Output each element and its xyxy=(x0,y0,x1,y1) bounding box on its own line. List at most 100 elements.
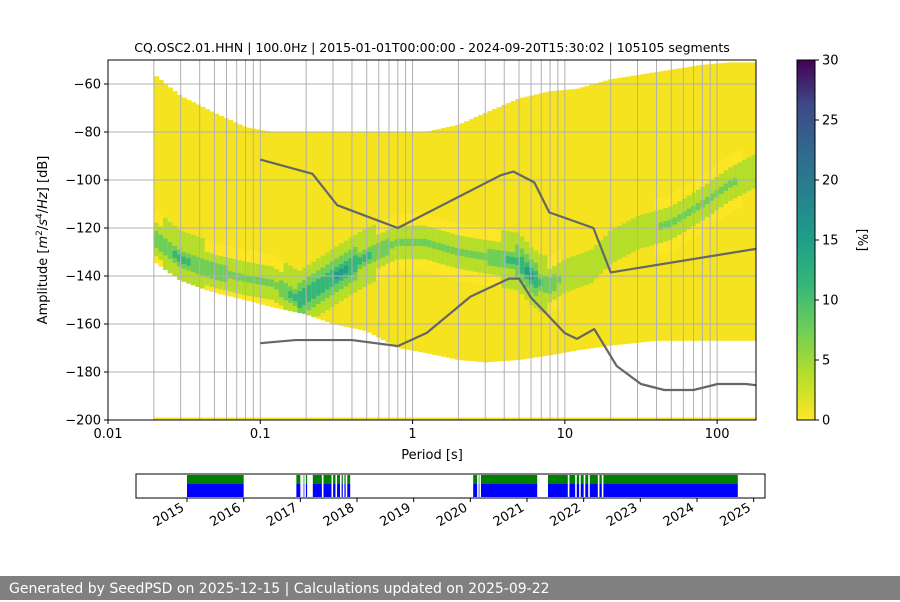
density-column xyxy=(190,102,197,286)
density-core xyxy=(353,260,359,268)
density-column xyxy=(353,132,359,329)
colorbar-tick-label: 0 xyxy=(822,414,830,429)
density-column xyxy=(227,120,234,297)
density-column xyxy=(292,132,299,313)
density-core xyxy=(579,266,586,274)
coverage-bar-bottom xyxy=(547,484,738,497)
y-axis: −200 −180 −160 −140 −120 −100 −80 −60 xyxy=(65,78,108,429)
density-column xyxy=(635,74,641,343)
density-core xyxy=(478,252,484,260)
density-core xyxy=(181,256,187,264)
timeline-tick-label: 2021 xyxy=(491,500,527,530)
density-core xyxy=(223,270,229,278)
density-column xyxy=(742,62,748,333)
density-core xyxy=(603,248,609,257)
density-core xyxy=(468,250,475,258)
colorbar-tick-label: 20 xyxy=(822,174,839,189)
density-column xyxy=(214,113,220,294)
timeline-tick-label: 2016 xyxy=(208,500,244,530)
timeline-x-axis: 2015 2016 2017 2018 2019 2020 2021 2022 2023 2024… xyxy=(151,498,755,530)
density-column xyxy=(621,77,627,345)
density-core xyxy=(593,258,600,266)
density-column xyxy=(218,115,224,295)
reference-curve-nhnm xyxy=(259,158,756,274)
density-column xyxy=(241,126,248,300)
coverage-gap xyxy=(342,475,345,497)
density-core xyxy=(204,265,211,273)
psd-plot: 0.01 0.1 1 10 100 −200 −180 −160 −140 −120 −100 −8… xyxy=(35,59,757,463)
density-column xyxy=(603,80,609,347)
density-core xyxy=(450,246,456,254)
density-column xyxy=(626,76,632,344)
density-column xyxy=(598,82,604,347)
density-column xyxy=(584,85,590,349)
density-column xyxy=(561,89,567,353)
density-column xyxy=(181,97,187,282)
density-core xyxy=(334,271,340,279)
density-core xyxy=(742,173,748,181)
coverage-gap xyxy=(300,475,302,497)
density-column xyxy=(556,90,563,354)
density-column xyxy=(153,76,160,264)
density-core xyxy=(227,271,234,279)
density-column xyxy=(566,89,572,352)
density-core xyxy=(260,277,266,286)
density-core xyxy=(390,241,396,249)
density-core xyxy=(737,175,743,183)
density-column xyxy=(200,106,206,289)
density-core xyxy=(617,238,623,247)
coverage-gap xyxy=(335,475,338,497)
density-column xyxy=(172,91,178,277)
density-column xyxy=(542,92,549,356)
density-core xyxy=(320,280,326,288)
density-core xyxy=(570,269,576,277)
density-column xyxy=(510,101,516,361)
density-core xyxy=(566,271,572,279)
density-core xyxy=(371,249,377,258)
timeline-tick-label: 2025 xyxy=(718,500,754,530)
density-column xyxy=(644,73,651,342)
density-core xyxy=(348,262,354,271)
coverage-gap xyxy=(345,475,348,497)
density-column xyxy=(617,77,623,345)
colorbar-tick-label: 25 xyxy=(822,114,839,129)
density-core xyxy=(677,214,683,222)
x-tick-label: 0.01 xyxy=(94,427,123,442)
colorbar-tick-label: 30 xyxy=(822,54,839,69)
density-core xyxy=(214,268,220,276)
density-core xyxy=(325,277,331,285)
density-column xyxy=(575,88,581,351)
density-core xyxy=(385,243,391,251)
density-core xyxy=(241,274,248,282)
density-core xyxy=(366,252,373,260)
density-core xyxy=(700,200,706,208)
density-column xyxy=(533,94,539,358)
density-core xyxy=(436,242,442,250)
density-column xyxy=(529,95,535,359)
density-core xyxy=(542,280,549,288)
density-column xyxy=(339,132,345,326)
density-core xyxy=(705,196,711,205)
density-core xyxy=(723,183,729,191)
y-axis-label: Amplitude [m2/s4/Hz] [dB] xyxy=(35,156,51,325)
density-core xyxy=(274,282,280,290)
density-core xyxy=(658,222,664,230)
density-column xyxy=(246,127,252,301)
density-column xyxy=(325,132,331,323)
density-core xyxy=(552,279,558,287)
density-core xyxy=(158,239,164,247)
density-column xyxy=(357,132,363,330)
density-core xyxy=(431,241,437,249)
density-column xyxy=(315,132,322,319)
density-core xyxy=(417,238,424,246)
x-tick-label: 0.1 xyxy=(250,427,271,442)
density-core xyxy=(524,267,530,275)
density-core xyxy=(186,258,192,266)
density-core xyxy=(315,283,322,291)
coverage-bar-bottom xyxy=(473,484,538,497)
colorbar-label: [%] xyxy=(854,229,869,252)
density-core xyxy=(172,250,178,258)
density-core xyxy=(292,293,299,302)
timeline-tick-label: 2017 xyxy=(264,500,300,530)
